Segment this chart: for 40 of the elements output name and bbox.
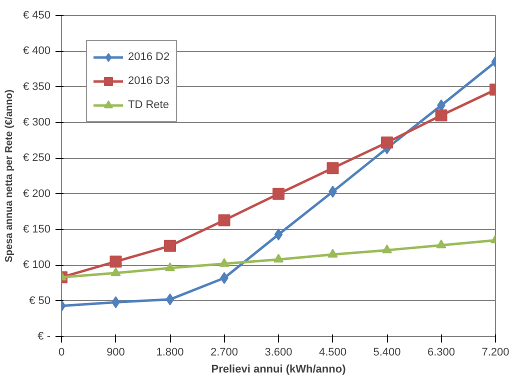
y-tick-label: € 400 — [22, 45, 51, 58]
y-tick-label: € 300 — [22, 116, 51, 128]
x-tick-label: 6.300 — [427, 346, 456, 358]
x-tick-label: 1.800 — [156, 346, 184, 358]
legend-label: 2016 D2 — [128, 51, 170, 63]
y-tick-label: € 50 — [29, 294, 51, 307]
point — [326, 162, 339, 174]
x-tick-label: 7.200 — [482, 346, 510, 358]
point — [435, 109, 448, 122]
point — [166, 293, 174, 306]
y-tick-label: € 100 — [22, 259, 51, 272]
point — [382, 244, 392, 254]
y-tick-label: € 350 — [22, 80, 51, 93]
y-tick-label: € 450 — [22, 10, 51, 22]
point — [328, 248, 338, 258]
point — [110, 267, 121, 276]
y-axis-title: Spesa annua netta per Rete (€/anno) — [4, 90, 15, 262]
legend-label: 2016 D3 — [128, 75, 170, 87]
point — [165, 262, 175, 272]
point — [436, 239, 446, 248]
point — [110, 256, 122, 268]
y-tick-label: € 200 — [22, 188, 51, 200]
x-tick-label: 3.600 — [264, 346, 292, 358]
x-tick-label: 2.700 — [210, 346, 238, 358]
y-tick-label: € 250 — [22, 152, 51, 164]
point — [274, 254, 284, 263]
legend-label: TD Rete — [128, 99, 169, 111]
x-tick-label: 4.500 — [318, 346, 347, 358]
x-tick-label: 0 — [58, 346, 65, 358]
y-tick-label: € 150 — [22, 224, 51, 236]
point — [274, 228, 283, 240]
x-tick-label: 900 — [106, 346, 125, 358]
point — [381, 136, 393, 148]
point — [272, 188, 284, 200]
x-axis-title: Prelievi annui (kWh/anno) — [211, 364, 346, 376]
y-tick-label: € - — [38, 330, 51, 342]
point — [219, 258, 230, 267]
point — [164, 240, 176, 252]
point — [218, 214, 230, 226]
x-tick-label: 5.400 — [373, 346, 401, 358]
